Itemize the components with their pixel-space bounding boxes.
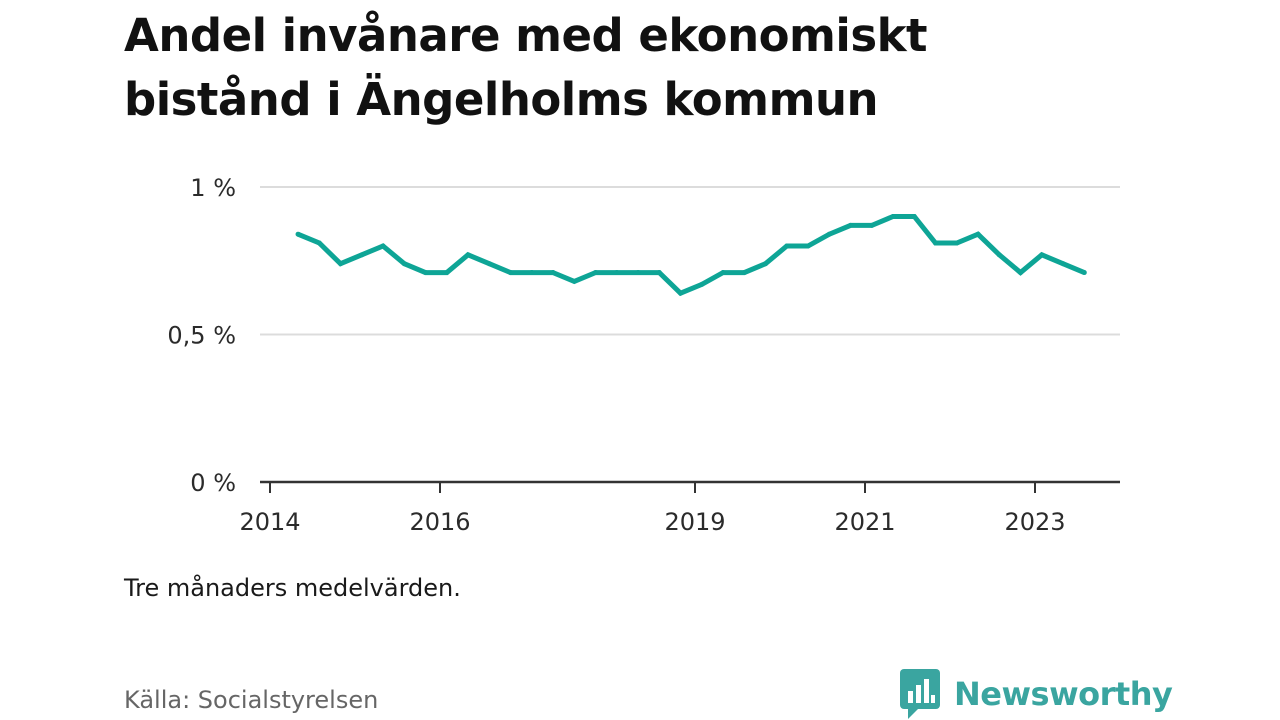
chart-title: Andel invånare med ekonomiskt bistånd i … [124,9,928,126]
data-point [316,240,322,246]
data-point [869,222,875,228]
data-point [848,222,854,228]
data-point [805,243,811,249]
series-line [297,214,1086,297]
data-point [359,252,365,258]
logo-text: Newsworthy [954,675,1173,713]
data-point [635,270,641,276]
x-tick-label: 2014 [239,508,300,536]
data-point [763,261,769,267]
y-tick-label: 1 % [190,174,236,202]
data-point [784,243,790,249]
x-tick-label: 2023 [1004,508,1065,536]
x-axis [260,480,1120,493]
chart-note: Tre månaders medelvärden. [124,574,461,602]
data-point [1081,270,1087,276]
data-point [444,270,450,276]
x-tick-label: 2019 [664,508,725,536]
data-point [699,281,705,287]
data-point [338,261,344,267]
data-point [508,270,514,276]
data-point [529,270,535,276]
data-point [678,290,684,296]
data-point [656,270,662,276]
data-point [571,278,577,284]
data-point [486,261,492,267]
data-point [911,214,917,219]
gridlines [260,186,1120,336]
bar-chart-speech-bubble-icon [900,669,940,719]
data-point [954,240,960,246]
data-point [890,214,896,219]
data-point [380,243,386,249]
data-point [1060,261,1066,267]
x-axis-tick-labels: 2014 2016 2019 2021 2023 [239,508,1065,536]
data-point [826,231,832,237]
data-point [550,270,556,276]
x-tick-label: 2021 [834,508,895,536]
newsworthy-logo[interactable]: Newsworthy [900,668,1173,720]
data-point [1018,270,1024,276]
y-tick-label: 0 % [190,469,236,497]
data-point [295,231,301,237]
data-point [401,261,407,267]
data-point [720,270,726,276]
data-point [741,270,747,276]
data-point [614,270,620,276]
source-text: Källa: Socialstyrelsen [124,686,379,714]
data-point [465,252,471,258]
data-point [975,231,981,237]
data-point [593,270,599,276]
series-layer [295,214,1087,297]
x-tick-label: 2016 [409,508,470,536]
data-point [996,252,1002,258]
y-tick-label: 0,5 % [167,322,236,350]
data-point [933,240,939,246]
y-axis-tick-labels: 0 % 0,5 % 1 % [167,174,236,497]
data-point [1039,252,1045,258]
data-point [423,270,429,276]
